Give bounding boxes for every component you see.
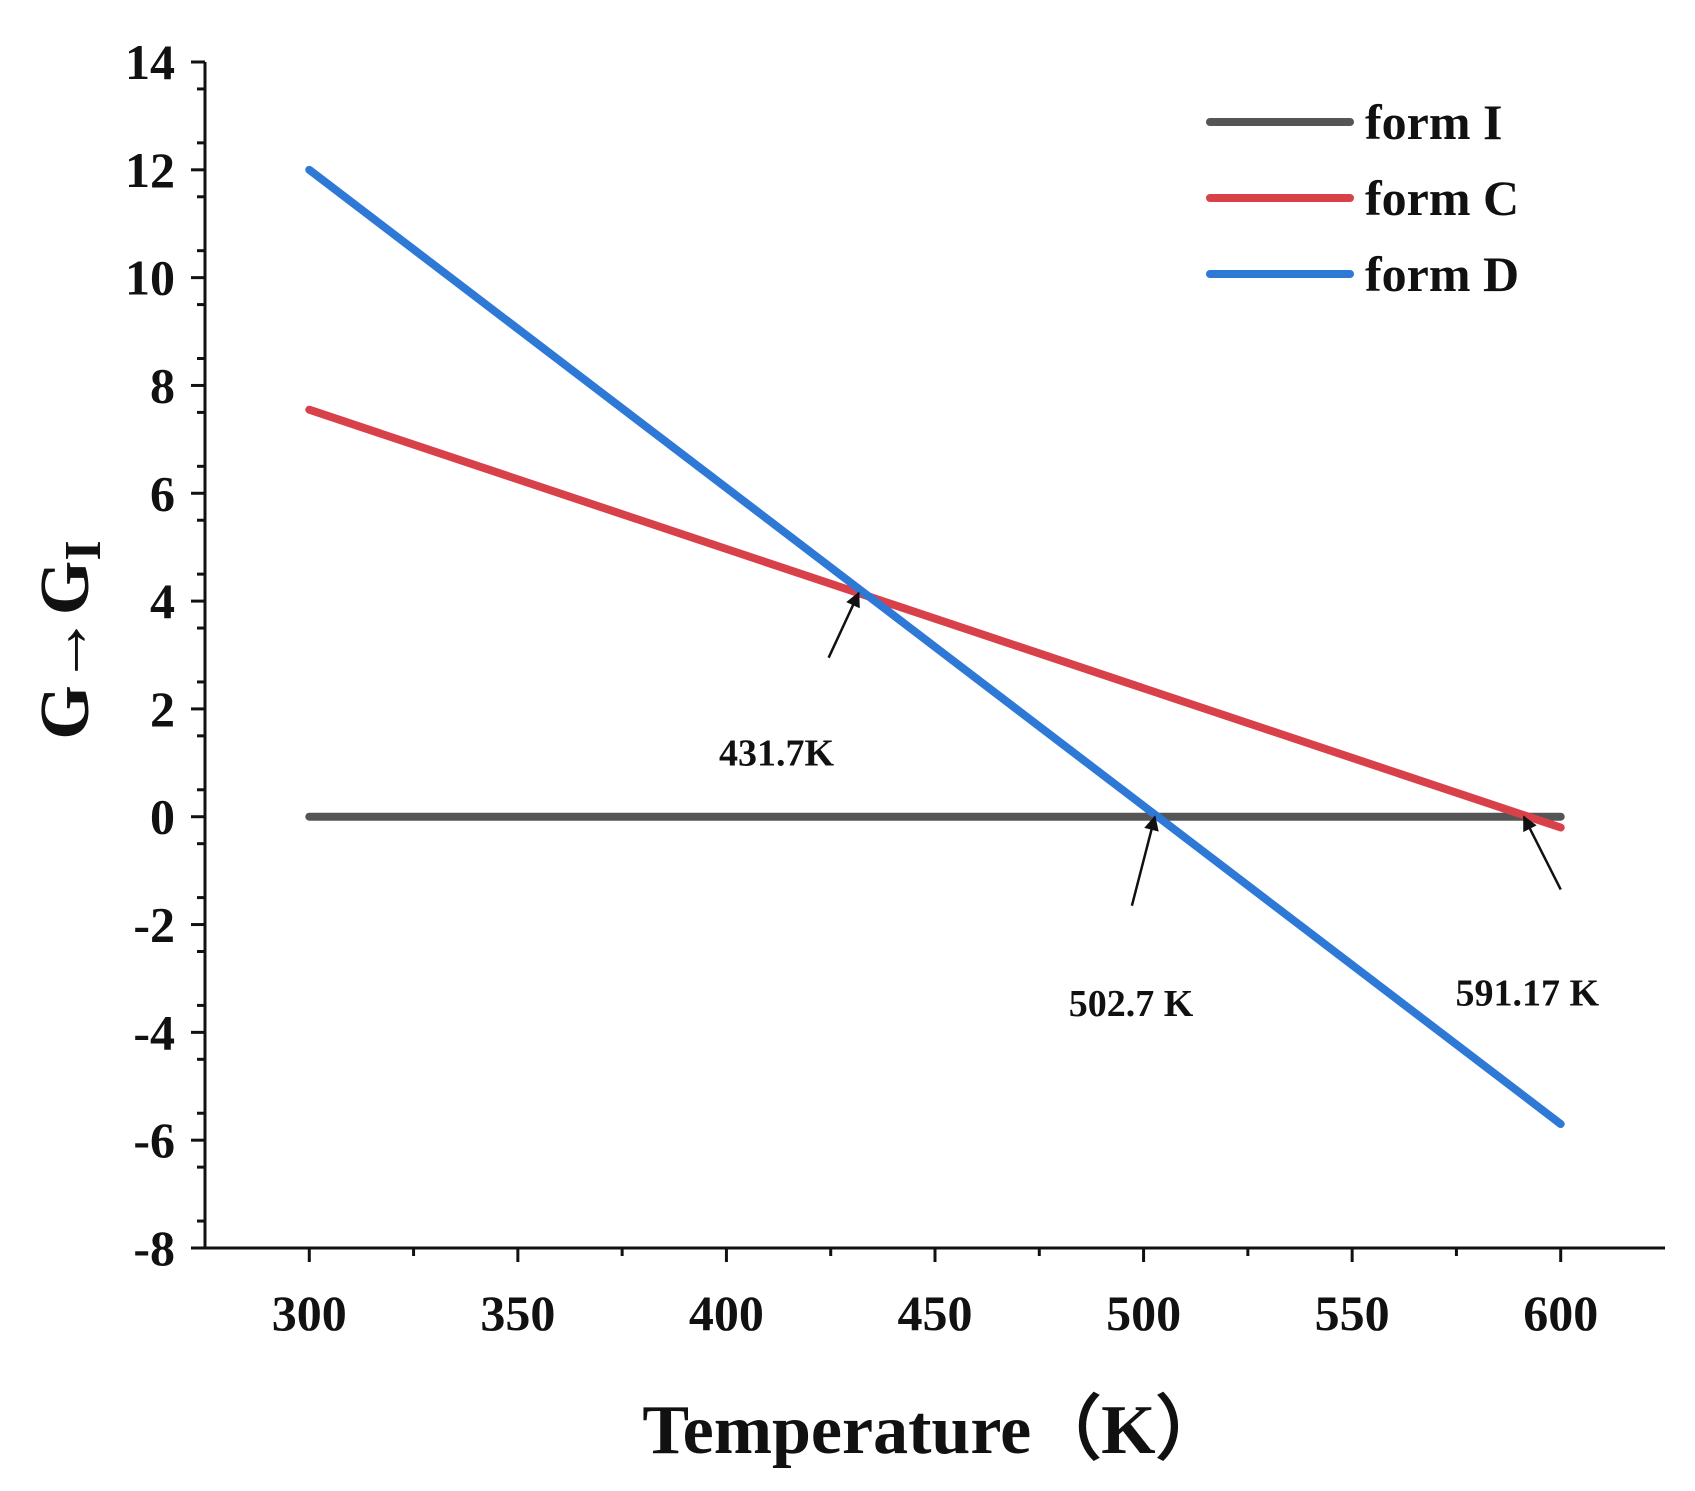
y-axis-title-main: G→G [27,561,104,740]
axes-layer [203,62,1665,1250]
y-tick-label: 6 [150,465,175,521]
annotation-label-1: 431.7K [719,733,835,775]
y-tick-label: 2 [150,681,175,737]
x-axis-title: Temperature（K） [642,1391,1225,1469]
annotation-label-2: 502.7 K [1069,983,1194,1025]
x-tick-label: 300 [272,1285,347,1341]
series-line-form-c [305,405,1565,832]
annotations-layer: 431.7K 502.7 K 591.17 K [719,591,1600,1025]
x-tick-label: 600 [1523,1285,1598,1341]
y-tick-label: -6 [133,1112,175,1168]
x-tick-label: 450 [898,1285,973,1341]
legend-label-form-i: form I [1365,94,1502,150]
annotation-arrow-3 [1522,815,1562,891]
y-tick-label: -2 [133,897,175,953]
legend: form I form C form D [1206,94,1519,302]
annotation-arrow-1 [827,591,860,659]
x-tick-label: 550 [1315,1285,1390,1341]
y-tick-label: 4 [150,573,175,629]
svg-text:G→GI: G→GI [27,540,112,739]
x-tick-label: 500 [1106,1285,1181,1341]
y-axis-title: G→GI [27,540,112,739]
legend-label-form-d: form D [1365,246,1519,302]
y-tick-label: 14 [125,34,175,90]
y-tick-label: -4 [133,1004,175,1060]
series-layer [305,165,1565,1129]
y-tick-label: 8 [150,357,175,413]
y-tick-label: 10 [125,250,175,306]
legend-label-form-c: form C [1365,170,1519,226]
annotation-arrow-2 [1130,815,1159,906]
y-axis-title-subscript: I [55,540,112,560]
series-line-form-d [305,165,1565,1129]
y-tick-label: 12 [125,142,175,198]
y-tick-label: -8 [133,1220,175,1276]
x-tick-label: 350 [480,1285,555,1341]
ticks-layer: 300 350 400 450 500 550 600 -8 -6 -4 -2 0 2 4 6 8 10 12 14 [125,34,1598,1341]
x-tick-label: 400 [689,1285,764,1341]
y-tick-label: 0 [150,789,175,845]
annotation-label-3: 591.17 K [1456,972,1600,1014]
